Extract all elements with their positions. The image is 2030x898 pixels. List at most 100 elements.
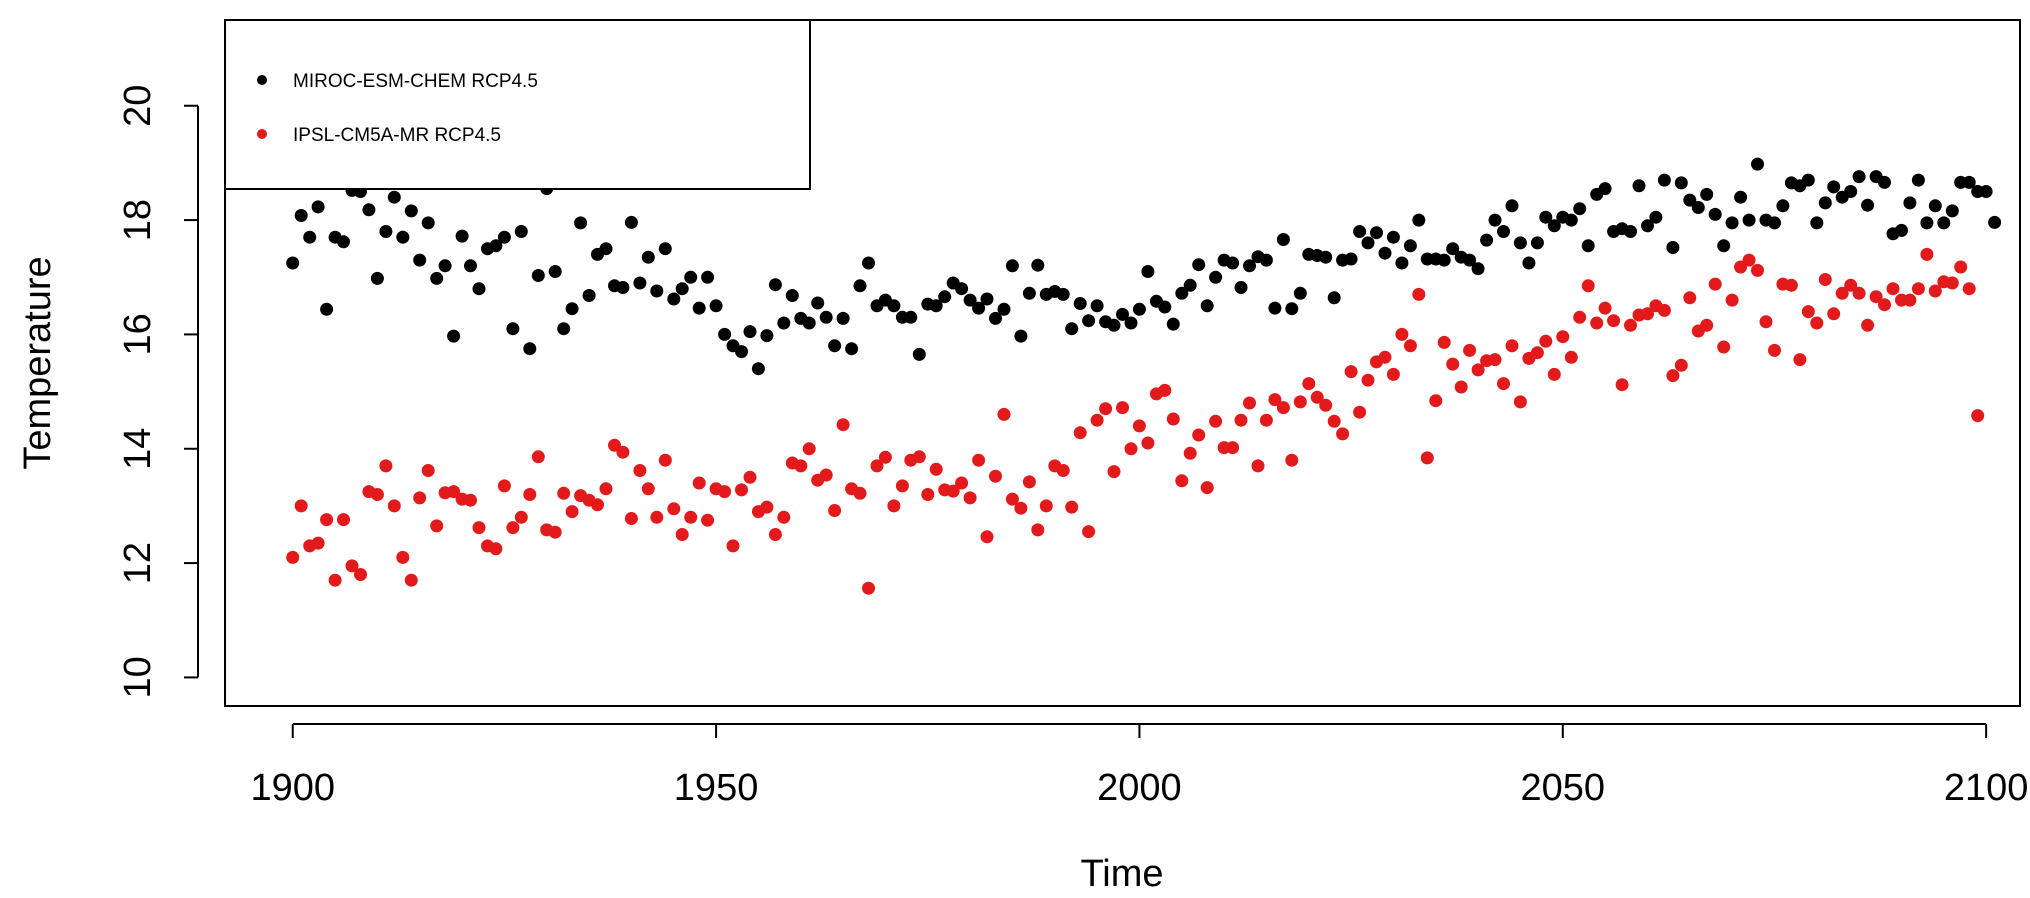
data-point (1725, 216, 1739, 230)
data-point (641, 482, 655, 496)
data-point (1979, 185, 1993, 198)
data-point (912, 347, 926, 361)
data-point (963, 293, 977, 307)
data-point (1937, 216, 1951, 230)
data-point (531, 269, 545, 282)
data-point (1683, 193, 1697, 207)
data-point (1928, 284, 1942, 298)
data-point (1624, 225, 1637, 238)
data-point (1861, 318, 1875, 332)
data-point (1175, 286, 1189, 300)
data-point (743, 470, 757, 484)
data-point (1158, 383, 1172, 397)
data-point (1344, 365, 1358, 379)
x-tick-label: 1950 (674, 767, 759, 809)
data-point (404, 573, 418, 587)
data-point (802, 316, 816, 330)
data-point (1463, 343, 1477, 357)
data-point (667, 292, 681, 306)
data-point (1911, 282, 1925, 296)
data-point (1615, 378, 1629, 392)
data-point (1166, 317, 1180, 331)
data-point (878, 450, 892, 464)
data-point (1285, 453, 1299, 467)
data-point (828, 504, 842, 517)
data-point (1945, 276, 1959, 290)
data-point (311, 536, 325, 550)
data-point (1844, 185, 1858, 198)
data-point (1065, 322, 1079, 336)
data-point (1505, 199, 1519, 213)
data-point (1988, 215, 2002, 229)
data-point (1488, 213, 1502, 227)
data-point (989, 311, 1002, 325)
data-point (1276, 401, 1290, 415)
legend-label-miroc: MIROC-ESM-CHEM RCP4.5 (293, 71, 538, 92)
data-point (1971, 409, 1985, 423)
data-point (506, 521, 520, 535)
data-point (523, 488, 537, 501)
legend-label-ipsl: IPSL-CM5A-MR RCP4.5 (293, 125, 501, 146)
data-point (1556, 330, 1570, 344)
data-point (1827, 307, 1841, 321)
data-point (421, 464, 435, 477)
data-point (447, 329, 461, 343)
data-point (735, 345, 748, 359)
data-point (328, 573, 342, 587)
data-point (354, 568, 367, 581)
data-point (523, 342, 537, 356)
data-point (303, 230, 317, 244)
data-point (1657, 303, 1671, 317)
data-point (599, 482, 613, 496)
data-point (895, 479, 909, 493)
data-point (684, 510, 698, 524)
data-point (379, 459, 393, 473)
data-point (929, 299, 943, 313)
data-point (718, 327, 732, 341)
data-point (472, 521, 486, 535)
data-point (1209, 270, 1223, 284)
data-point (447, 485, 461, 499)
data-point (1361, 373, 1375, 387)
data-point (557, 322, 571, 336)
data-point (1116, 401, 1129, 415)
data-point (497, 230, 511, 244)
x-tick-label: 2100 (1944, 767, 2029, 809)
data-point (1852, 286, 1866, 300)
data-point (1243, 396, 1256, 410)
data-point (1370, 226, 1383, 240)
data-point (1801, 305, 1815, 319)
data-point (1226, 256, 1240, 270)
data-point (1014, 329, 1028, 343)
data-point (1818, 196, 1832, 210)
data-point (972, 301, 986, 315)
data-point (1497, 225, 1510, 238)
data-point (1386, 367, 1400, 381)
data-point (1344, 252, 1358, 266)
data-point (1522, 256, 1536, 270)
data-point (1124, 316, 1138, 330)
data-point (1488, 353, 1502, 367)
data-point (1209, 414, 1223, 428)
data-point (1852, 170, 1866, 184)
plot-frame (224, 19, 2021, 707)
data-point (1717, 340, 1731, 354)
data-point (286, 550, 300, 564)
x-tick-label: 2050 (1521, 767, 1606, 809)
data-point (1641, 307, 1654, 321)
data-point (286, 256, 300, 270)
data-point (709, 299, 723, 313)
data-point (1920, 247, 1934, 261)
data-point (1065, 500, 1079, 514)
data-point (794, 459, 808, 473)
data-point (489, 239, 503, 253)
data-point (1471, 363, 1485, 377)
legend-box (224, 19, 811, 190)
data-point (904, 310, 918, 324)
data-point (1226, 441, 1240, 455)
data-point (1962, 175, 1976, 189)
data-point (1454, 380, 1468, 394)
series-ipsl (286, 247, 1985, 595)
data-point (1353, 405, 1367, 419)
data-point (472, 282, 486, 296)
